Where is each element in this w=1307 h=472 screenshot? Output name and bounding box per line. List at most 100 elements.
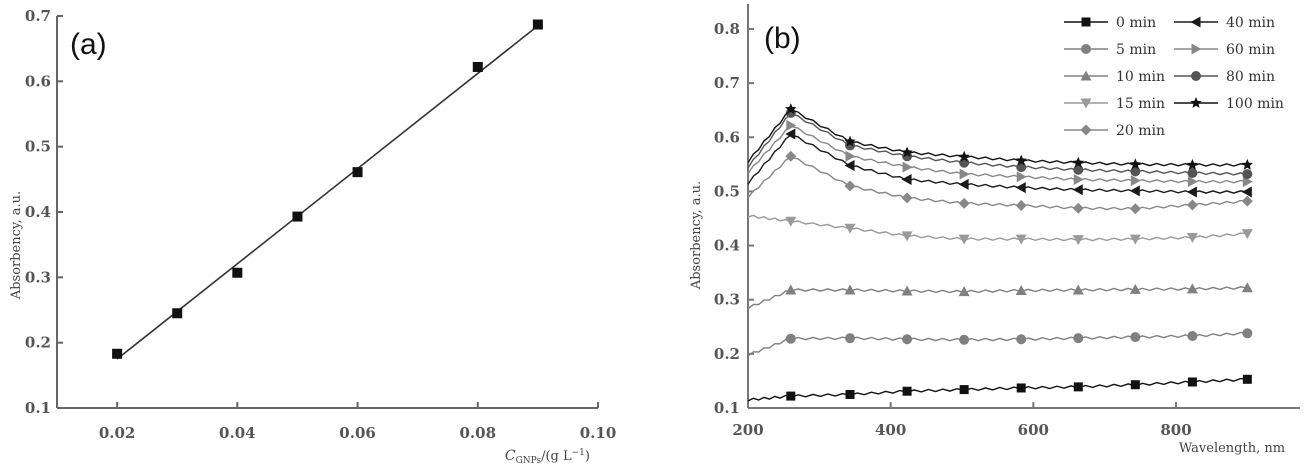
x-title-sub: GNPs [516,456,542,466]
data-point [1072,184,1083,196]
data-point [1242,169,1253,180]
data-point [845,389,855,399]
data-point [901,174,912,186]
data-point [785,333,796,344]
data-point [844,180,856,192]
series-100-min [747,103,1254,170]
panel-b-x-tick-label: 200 [732,421,763,439]
panel-b-y-tick-label: 0.6 [714,128,740,146]
legend-item: 40 min [1174,15,1275,31]
data-point [844,135,856,147]
data-point [1242,374,1252,384]
legend-label: 5 min [1116,42,1156,58]
data-point [1016,162,1027,173]
data-point [1241,229,1253,240]
data-point [959,334,970,345]
panel-a-data-point [532,19,543,30]
data-point [1186,158,1199,170]
data-point [1187,330,1198,341]
panel-b-y-tick-label: 0.1 [714,399,740,417]
legend-item: 5 min [1064,42,1156,58]
legend-label: 60 min [1226,42,1275,58]
data-point [1072,284,1084,295]
panel-a-label: (a) [70,28,107,61]
data-point [845,333,856,344]
data-point [1016,334,1027,345]
data-point [1241,195,1253,207]
panel-a-data-point [112,348,123,359]
data-point [902,161,913,173]
x-title-c: C [505,448,516,464]
data-point [1187,377,1197,387]
data-point [786,119,797,131]
data-point [958,150,970,162]
data-point [901,146,913,158]
data-point [1242,328,1253,339]
panel-b-marks [747,103,1254,402]
data-point [958,234,970,245]
panel-b-y-tick-label: 0.8 [714,20,740,38]
data-point [844,159,855,171]
data-point [1073,333,1084,344]
panel-b-x-tick-label: 600 [1018,421,1049,439]
data-point [1130,166,1141,177]
panel-a-y-tick-label: 0.6 [25,72,51,90]
data-point [844,223,856,234]
legend-label: 10 min [1116,69,1165,85]
data-point [1015,182,1026,194]
series-line [747,377,1248,402]
panel-a-data-point [352,167,363,178]
data-point [1241,282,1253,293]
data-point [786,391,796,401]
panel-b-y-tick-label: 0.5 [714,182,740,200]
legend-label: 0 min [1116,15,1156,31]
data-point [958,178,969,190]
data-point [1129,283,1141,294]
data-point [845,150,856,162]
panel-a-data-point [292,211,303,222]
panel-a-y-tick-label: 0.4 [25,203,51,221]
legend-label: 40 min [1226,15,1275,31]
data-point [1242,176,1253,188]
data-point [959,385,969,395]
series-line [747,286,1248,310]
series-line [747,156,1248,211]
legend-marker [1191,71,1201,81]
panel-a-y-tick-label: 0.7 [25,7,51,25]
legend-marker [1080,70,1092,81]
data-point [1015,154,1027,166]
panel-a-fit-line [116,25,539,360]
x-title-sup: −1 [572,448,585,458]
data-point [785,284,797,295]
panel-a-x-tick-label: 0.06 [339,424,376,442]
legend-marker [1191,43,1202,55]
data-point [785,128,796,140]
series-line [747,214,1248,242]
panel-a-x-tick-label: 0.10 [580,424,617,442]
series-line [747,125,1248,184]
data-point [1130,175,1141,187]
panel-a-x-tick-label: 0.08 [460,424,497,442]
data-point [1073,174,1084,186]
legend-item: 80 min [1174,69,1275,85]
data-point [1186,186,1197,198]
legend-marker [1080,124,1092,136]
panel-b-label: (b) [764,22,801,55]
legend-item: 15 min [1064,96,1165,112]
legend-item: 0 min [1064,15,1156,31]
series-10-min [747,282,1253,310]
legend-marker [1081,44,1091,54]
x-title-unit: /(g L [541,449,572,464]
data-point [1015,285,1027,296]
data-point [1073,382,1083,392]
panel-b-x-tick-label: 800 [1160,421,1191,439]
data-point [1186,232,1198,243]
legend-label: 80 min [1226,69,1275,85]
panel-b-x-tick-label: 400 [875,421,906,439]
panel-b-y-tick-label: 0.4 [714,237,740,255]
panel-a: (a) Absorbency, a.u. CGNPs/(g L−1) 0.10.… [9,7,616,466]
data-point [901,192,913,204]
data-point [901,285,913,296]
series-line [747,331,1248,357]
